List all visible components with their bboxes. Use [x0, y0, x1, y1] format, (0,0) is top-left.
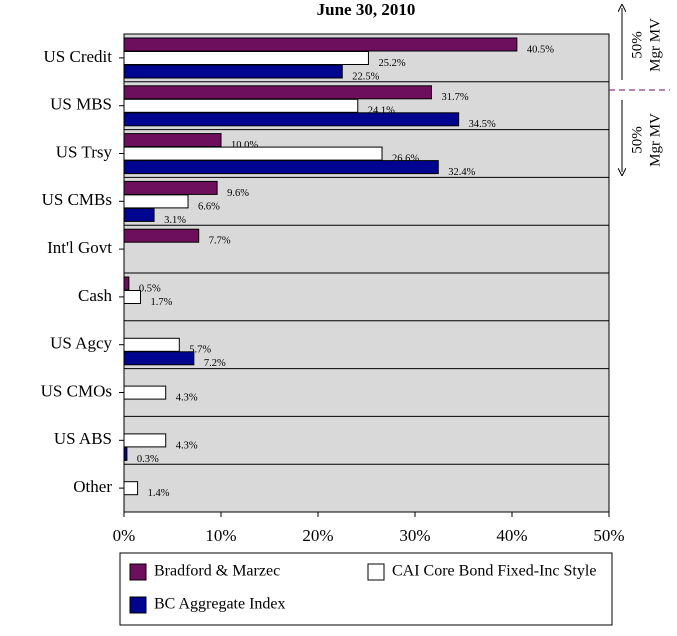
bar: [123, 194, 189, 209]
bar: [123, 290, 141, 304]
bar: [123, 51, 369, 65]
value-label: 1.7%: [150, 297, 172, 308]
annotation: 50%: [629, 126, 645, 154]
y-tick-label: US MBS: [50, 95, 112, 114]
value-label: 5.7%: [189, 345, 211, 356]
x-tick-label: 50%: [593, 526, 624, 545]
bar: [123, 37, 518, 52]
value-label: 34.5%: [469, 119, 496, 130]
annotation: Mgr MV: [647, 113, 663, 167]
y-tick-label: US Trsy: [56, 142, 113, 161]
bar: [123, 133, 222, 148]
x-tick-label: 20%: [302, 526, 333, 545]
chart-title: June 30, 2010: [317, 0, 416, 19]
value-label: 4.3%: [176, 393, 198, 404]
legend: [119, 552, 613, 626]
x-tick-label: 30%: [399, 526, 430, 545]
value-label: 4.3%: [176, 440, 198, 451]
value-label: 0.3%: [137, 454, 159, 465]
x-tick-label: 40%: [496, 526, 527, 545]
bar: [123, 385, 167, 400]
value-label: 25.2%: [378, 58, 405, 69]
y-tick-label: Cash: [78, 286, 113, 305]
bar: [123, 85, 432, 100]
value-label: 24.1%: [368, 106, 395, 117]
legend-swatch: [129, 563, 147, 581]
x-tick-label: 0%: [113, 526, 136, 545]
annotation: 50%: [629, 31, 645, 59]
bar: [123, 433, 167, 448]
y-tick-label: US CMOs: [41, 381, 112, 400]
legend-label: Bradford & Marzec: [154, 563, 280, 580]
value-label: 10.0%: [231, 140, 258, 151]
value-label: 7.7%: [209, 236, 231, 247]
value-label: 22.5%: [352, 71, 379, 82]
legend-swatch: [129, 596, 147, 614]
bar: [123, 228, 200, 243]
y-tick-label: Other: [73, 477, 112, 496]
y-tick-label: US Agcy: [50, 334, 112, 353]
bar: [123, 180, 218, 195]
y-tick-label: Int'l Govt: [47, 238, 112, 257]
bar: [123, 446, 128, 461]
value-label: 6.6%: [198, 201, 220, 212]
bar: [123, 276, 130, 291]
bar: [123, 160, 439, 175]
value-label: 3.1%: [164, 215, 186, 226]
bar: [123, 112, 460, 127]
bar: [123, 146, 383, 161]
bar: [123, 481, 139, 496]
annotation: Mgr MV: [647, 18, 663, 72]
x-tick-label: 10%: [205, 526, 236, 545]
y-tick-label: US Credit: [44, 47, 113, 66]
value-label: 26.6%: [392, 154, 419, 165]
bar: [123, 351, 195, 366]
y-tick-label: US CMBs: [42, 190, 112, 209]
value-label: 40.5%: [527, 44, 554, 55]
value-label: 1.4%: [148, 488, 170, 499]
value-label: 9.6%: [227, 188, 249, 199]
value-label: 7.2%: [204, 358, 226, 369]
legend-label: CAI Core Bond Fixed-Inc Style: [392, 563, 596, 580]
legend-swatch: [367, 563, 385, 581]
value-label: 0.5%: [139, 283, 161, 294]
y-tick-label: US ABS: [54, 429, 112, 448]
bar: [123, 64, 343, 79]
bar: [123, 337, 180, 352]
legend-label: BC Aggregate Index: [154, 596, 286, 613]
bar: [123, 98, 359, 113]
bar: [123, 207, 155, 222]
value-label: 31.7%: [441, 92, 468, 103]
value-label: 32.4%: [448, 167, 475, 178]
